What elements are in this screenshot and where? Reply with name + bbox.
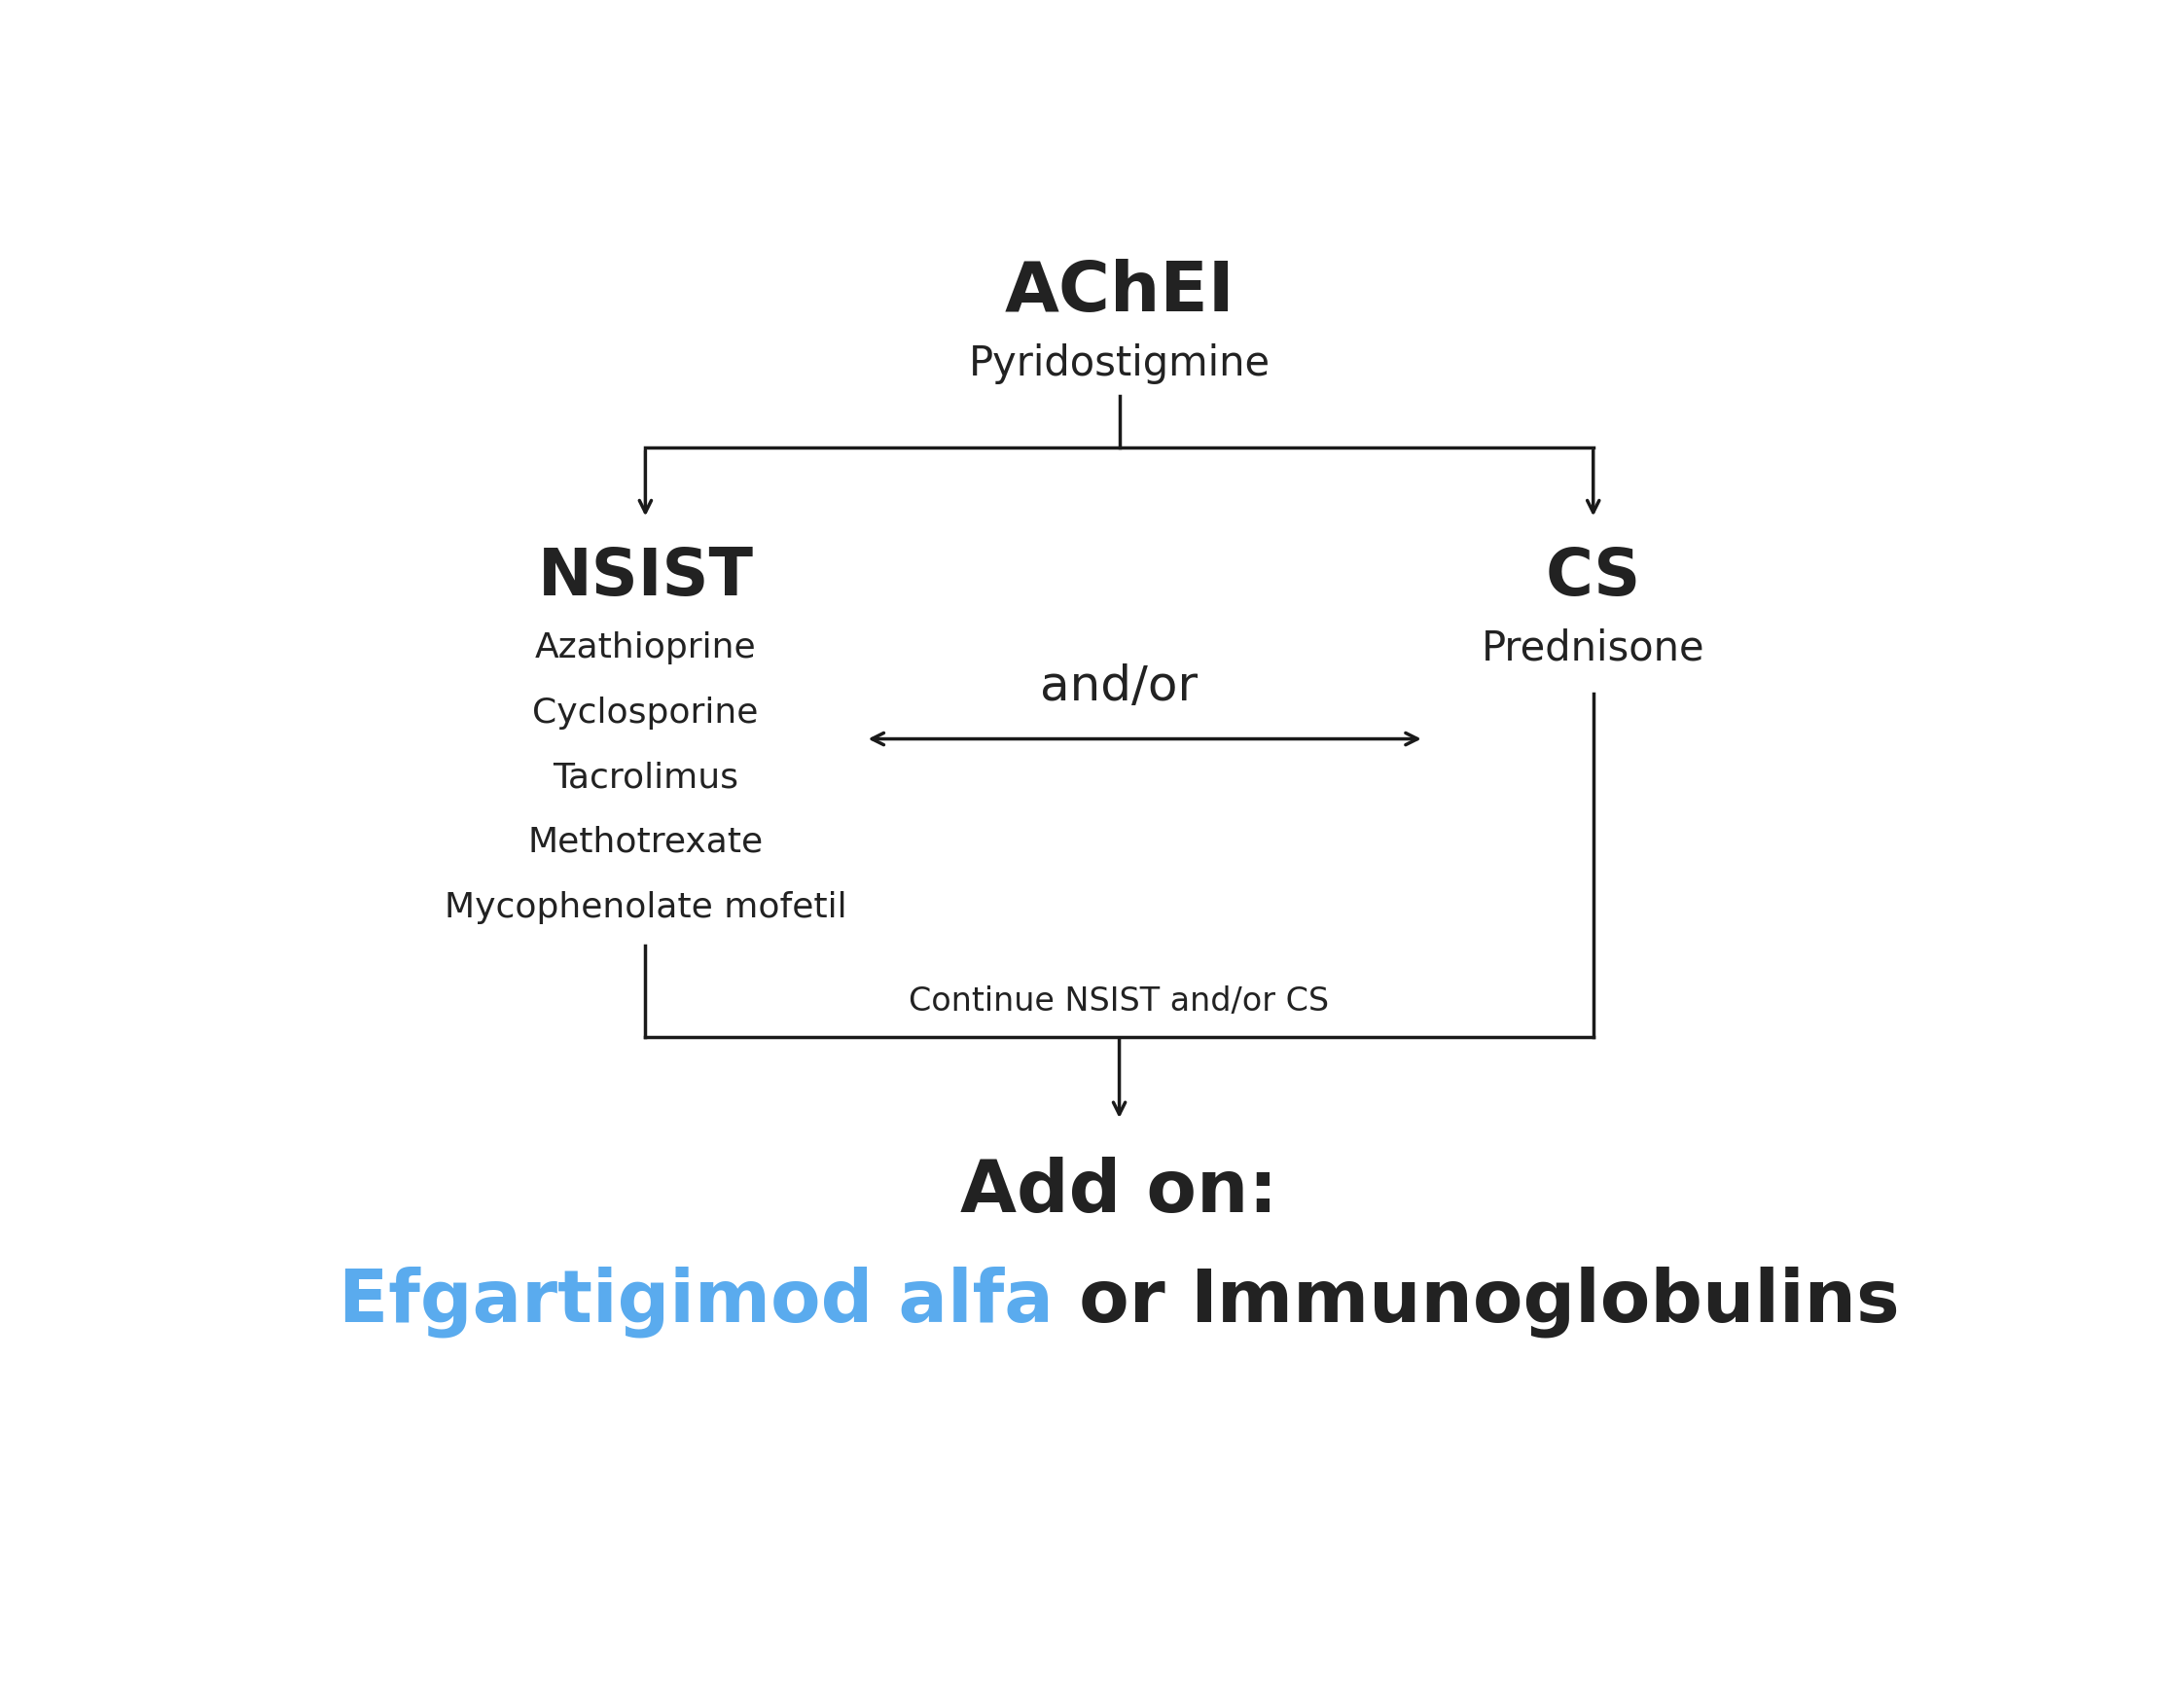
Text: and/or: and/or (1040, 664, 1199, 711)
Text: Immunoglobulins: Immunoglobulins (1190, 1266, 1900, 1338)
Text: Efgartigimod alfa: Efgartigimod alfa (339, 1266, 1053, 1338)
Text: NSIST: NSIST (537, 545, 753, 609)
Text: or: or (1053, 1266, 1190, 1338)
Text: Add on:: Add on: (961, 1157, 1278, 1227)
Text: Azathioprine: Azathioprine (535, 632, 756, 664)
Text: Continue NSIST and/or CS: Continue NSIST and/or CS (909, 985, 1330, 1017)
Text: AChEI: AChEI (1005, 259, 1234, 326)
Text: Tacrolimus: Tacrolimus (553, 761, 738, 793)
Text: Cyclosporine: Cyclosporine (533, 696, 758, 730)
Text: Mycophenolate mofetil: Mycophenolate mofetil (443, 891, 847, 923)
Text: Pyridostigmine: Pyridostigmine (968, 343, 1271, 383)
Text: CS: CS (1546, 545, 1640, 609)
Text: Methotrexate: Methotrexate (529, 825, 762, 859)
Text: Prednisone: Prednisone (1481, 627, 1706, 669)
